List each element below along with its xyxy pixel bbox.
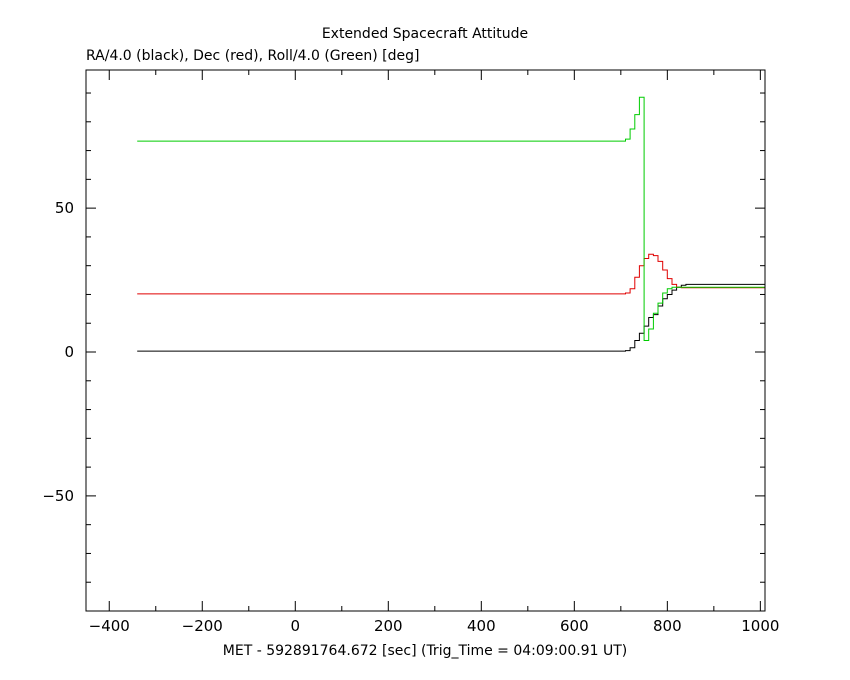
series-line-2: [137, 96, 765, 341]
x-tick-label: −200: [182, 617, 223, 635]
x-tick-label: 800: [653, 617, 682, 635]
y-axis-label: RA/4.0 (black), Dec (red), Roll/4.0 (Gre…: [86, 48, 419, 64]
x-tick-label: −400: [89, 617, 130, 635]
x-tick-label: 600: [560, 617, 589, 635]
plot-frame: [85, 69, 766, 612]
y-tick-label: 0: [64, 343, 74, 361]
chart-title: Extended Spacecraft Attitude: [322, 26, 528, 42]
x-tick-label: 0: [291, 617, 301, 635]
series-line-0: [137, 283, 765, 352]
series-layer: [137, 96, 765, 352]
x-axis-label: MET - 592891764.672 [sec] (Trig_Time = 0…: [223, 643, 627, 659]
x-tick-label: 200: [374, 617, 403, 635]
axis-ticks: [86, 70, 765, 611]
x-tick-label: 400: [467, 617, 496, 635]
x-tick-label: 1000: [741, 617, 779, 635]
y-tick-label: −50: [42, 487, 74, 505]
y-tick-label: 50: [55, 199, 74, 217]
series-line-1: [137, 253, 765, 295]
tick-labels: −400 −200 0 200 400 600 800 1000 −50 0 50: [42, 199, 779, 635]
